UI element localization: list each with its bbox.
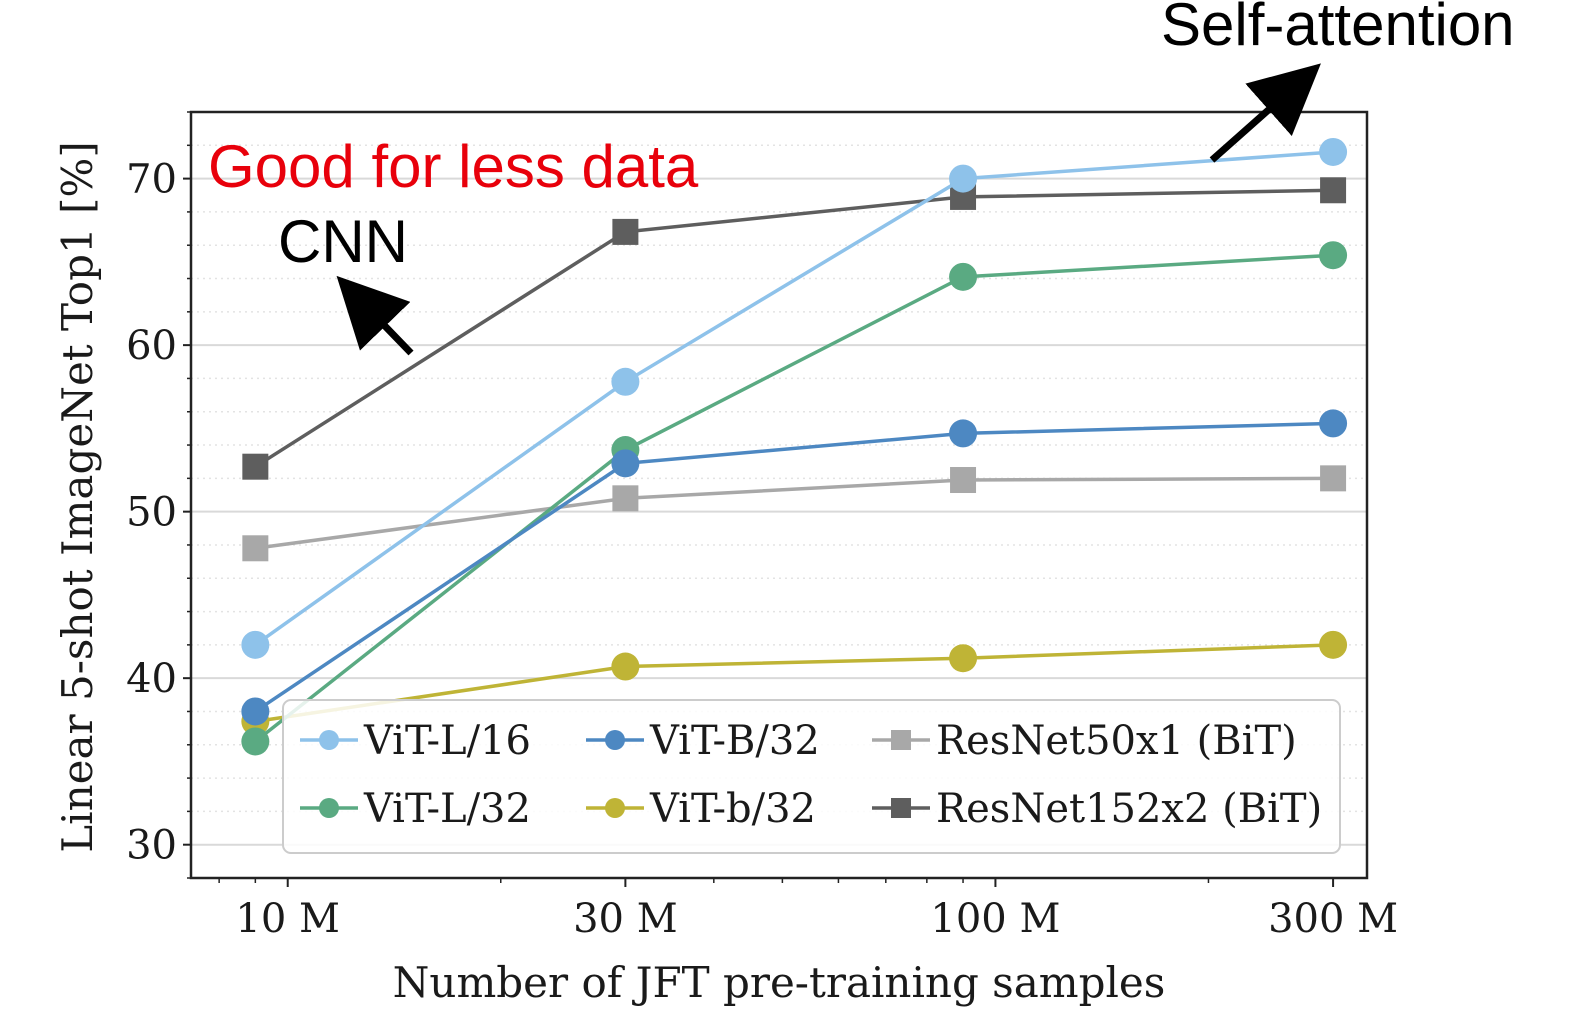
legend-item: ResNet50x1 (BiT) [872, 718, 1297, 764]
legend-label: ResNet152x2 (BiT) [936, 786, 1322, 832]
legend-swatch-marker [891, 730, 911, 750]
legend-item: ViT-L/32 [300, 786, 531, 832]
y-tick-label: 70 [126, 157, 177, 203]
data-point [241, 697, 270, 726]
legend-item: ResNet152x2 (BiT) [872, 786, 1322, 832]
legend-label: ViT-L/32 [363, 786, 531, 832]
plot-frame [189, 110, 1369, 880]
data-point [612, 485, 639, 512]
data-point [241, 727, 270, 756]
y-tick-label: 40 [126, 656, 177, 702]
data-point [612, 218, 639, 245]
x-axis-title: Number of JFT pre-training samples [393, 958, 1166, 1007]
x-tick-label: 10 M [235, 896, 340, 942]
data-point [1320, 177, 1347, 204]
series-line [254, 150, 1334, 647]
legend-item: ViT-L/16 [300, 718, 531, 764]
data-point [1319, 137, 1348, 166]
series-line [254, 421, 1334, 713]
legend-label: ViT-B/32 [649, 718, 820, 764]
legend: ViT-L/16 ViT-B/32 ResNet50x1 (BiT) ViT-L/32… [282, 699, 1341, 854]
annotation-good-for-less-data: Good for less data [208, 133, 699, 200]
legend-swatch-marker [605, 798, 625, 818]
legend-label: ViT-b/32 [649, 786, 816, 832]
data-point [949, 419, 978, 448]
series-line [254, 188, 1334, 469]
legend-swatch-marker [891, 798, 911, 818]
x-tick-label: 30 M [573, 896, 678, 942]
legend-item: ViT-b/32 [586, 786, 816, 832]
y-axis-title: Linear 5-shot ImageNet Top1 [%] [53, 141, 102, 852]
data-point [949, 262, 978, 291]
arrow-self-attention [1209, 63, 1321, 163]
series-line [254, 253, 1334, 743]
data-point [950, 467, 977, 494]
data-point [611, 449, 640, 478]
legend-label: ViT-L/16 [363, 718, 531, 764]
legend-swatch-marker [319, 798, 339, 818]
annotation-self-attention: Self-attention [1161, 0, 1515, 58]
series-group [241, 137, 1348, 756]
annotation-cnn: CNN [278, 208, 408, 275]
data-point [1320, 465, 1347, 492]
series-line [255, 476, 1334, 551]
legend-label: ResNet50x1 (BiT) [936, 718, 1297, 764]
series-resnet50x1-bit- [242, 465, 1347, 562]
series-vit-l-16 [241, 137, 1348, 659]
legend-item: ViT-B/32 [586, 718, 820, 764]
legend-swatch-marker [319, 730, 339, 750]
data-point [949, 164, 978, 193]
y-axis: 30 40 50 60 70 [126, 111, 191, 879]
x-tick-label: 300 M [1268, 896, 1398, 942]
y-tick-label: 50 [126, 490, 177, 536]
data-point [611, 652, 640, 681]
data-point [611, 367, 640, 396]
y-tick-label: 60 [126, 323, 177, 369]
data-point [242, 535, 269, 562]
data-point [242, 453, 269, 480]
series-vit-b-32 [241, 409, 1348, 726]
x-tick-label: 100 M [930, 896, 1060, 942]
data-point [1319, 409, 1348, 438]
legend-swatch-marker [605, 730, 625, 750]
series-line [255, 643, 1334, 724]
legend-box [282, 699, 1341, 854]
data-point [949, 644, 978, 673]
y-tick-label: 30 [126, 823, 177, 869]
data-point [1319, 630, 1348, 659]
data-point [1319, 241, 1348, 270]
data-point [241, 630, 270, 659]
arrow-cnn [336, 275, 414, 356]
x-axis: 10 M 30 M 100 M 300 M [218, 878, 1398, 942]
